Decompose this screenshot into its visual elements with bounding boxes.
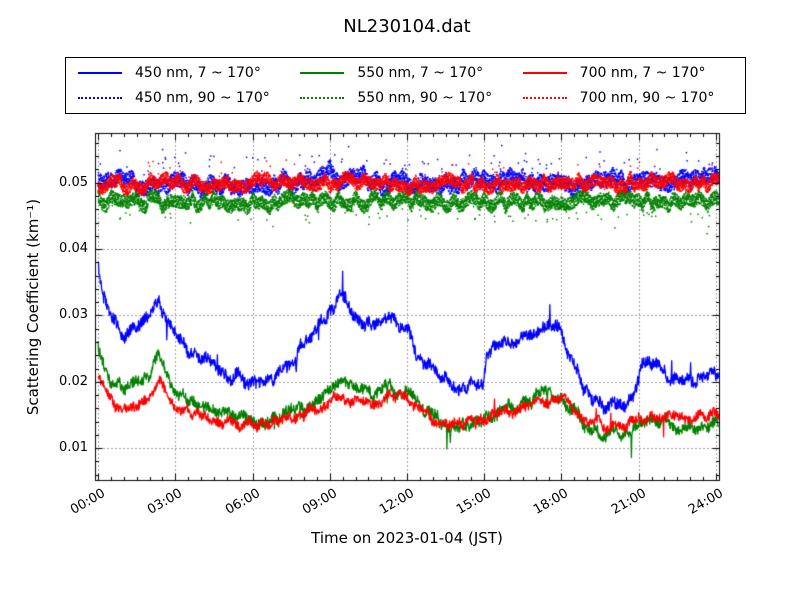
legend-line-sample-450nm-solid [78,71,122,74]
legend-item-700nm-90-170: 700 nm, 90 ~ 170° [517,90,739,106]
legend-label: 550 nm, 90 ~ 170° [357,90,493,107]
legend-line-sample-450nm-dotted [78,97,122,100]
chart-title: NL230104.dat [343,16,471,37]
legend-item-450nm-90-170: 450 nm, 90 ~ 170° [72,90,294,106]
legend-label: 450 nm, 90 ~ 170° [135,90,270,107]
legend-label: 550 nm, 7 ~ 170° [357,64,484,81]
y-tick-label: 0.04 [59,241,88,256]
y-tick-label: 0.03 [59,307,88,322]
x-axis-label: Time on 2023-01-04 (JST) [311,529,503,547]
y-tick-label: 0.05 [59,175,88,190]
y-tick-label: 0.01 [59,440,88,455]
legend-label: 700 nm, 90 ~ 170° [579,90,715,107]
legend-label: 450 nm, 7 ~ 170° [135,64,261,81]
y-tick-label: 0.02 [59,374,88,389]
legend-label: 700 nm, 7 ~ 170° [579,64,706,81]
legend-line-sample-550nm-dotted [300,97,345,100]
legend: 450 nm, 7 ~ 170° 450 nm, 90 ~ 170° 550 n… [65,57,746,114]
legend-item-450nm-7-170: 450 nm, 7 ~ 170° [72,65,294,81]
legend-line-sample-700nm-dotted [522,97,567,100]
legend-line-sample-550nm-solid [300,71,345,74]
legend-item-700nm-7-170: 700 nm, 7 ~ 170° [517,65,739,81]
legend-item-550nm-90-170: 550 nm, 90 ~ 170° [294,90,516,106]
legend-item-550nm-7-170: 550 nm, 7 ~ 170° [294,65,516,81]
legend-line-sample-700nm-solid [522,71,567,74]
